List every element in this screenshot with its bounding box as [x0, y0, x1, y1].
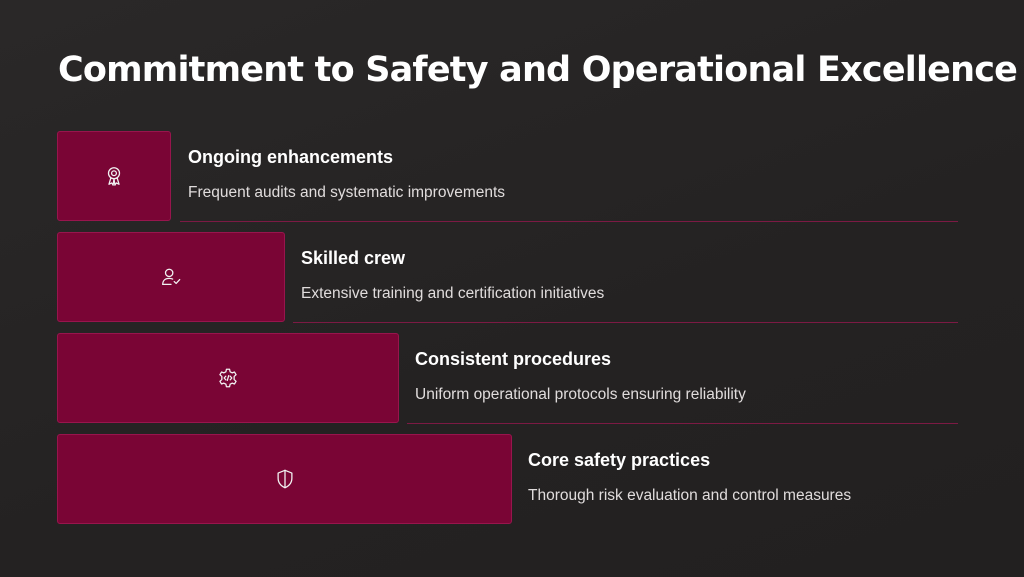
shield-icon: [276, 469, 293, 489]
step-skilled-crew: Skilled crew Extensive training and cert…: [0, 232, 1024, 324]
step-description: Uniform operational protocols ensuring r…: [415, 386, 746, 403]
step-heading: Skilled crew: [301, 248, 406, 268]
step-divider: [293, 322, 958, 323]
step-block: [57, 434, 512, 524]
step-description: Thorough risk evaluation and control mea…: [528, 487, 852, 504]
step-core-safety-practices: Core safety practices Thorough risk eval…: [0, 434, 1024, 526]
step-description: Extensive training and certification ini…: [301, 285, 605, 302]
award-ribbon-icon: [107, 167, 121, 186]
step-block: [57, 232, 285, 322]
slide-title: Commitment to Safety and Operational Exc…: [58, 50, 1018, 90]
step-heading: Ongoing enhancements: [188, 147, 394, 167]
user-check-icon: [162, 268, 181, 285]
step-block: [57, 333, 399, 423]
step-consistent-procedures: Consistent procedures Uniform operationa…: [0, 333, 1024, 425]
step-heading: Consistent procedures: [415, 349, 612, 369]
step-divider: [407, 423, 958, 424]
step-ongoing-enhancements: Ongoing enhancements Frequent audits and…: [0, 131, 1024, 223]
step-block: [57, 131, 171, 221]
step-heading: Core safety practices: [528, 450, 711, 470]
step-description: Frequent audits and systematic improveme…: [188, 184, 506, 201]
step-divider: [180, 221, 958, 222]
code-gear-icon: [219, 368, 237, 388]
